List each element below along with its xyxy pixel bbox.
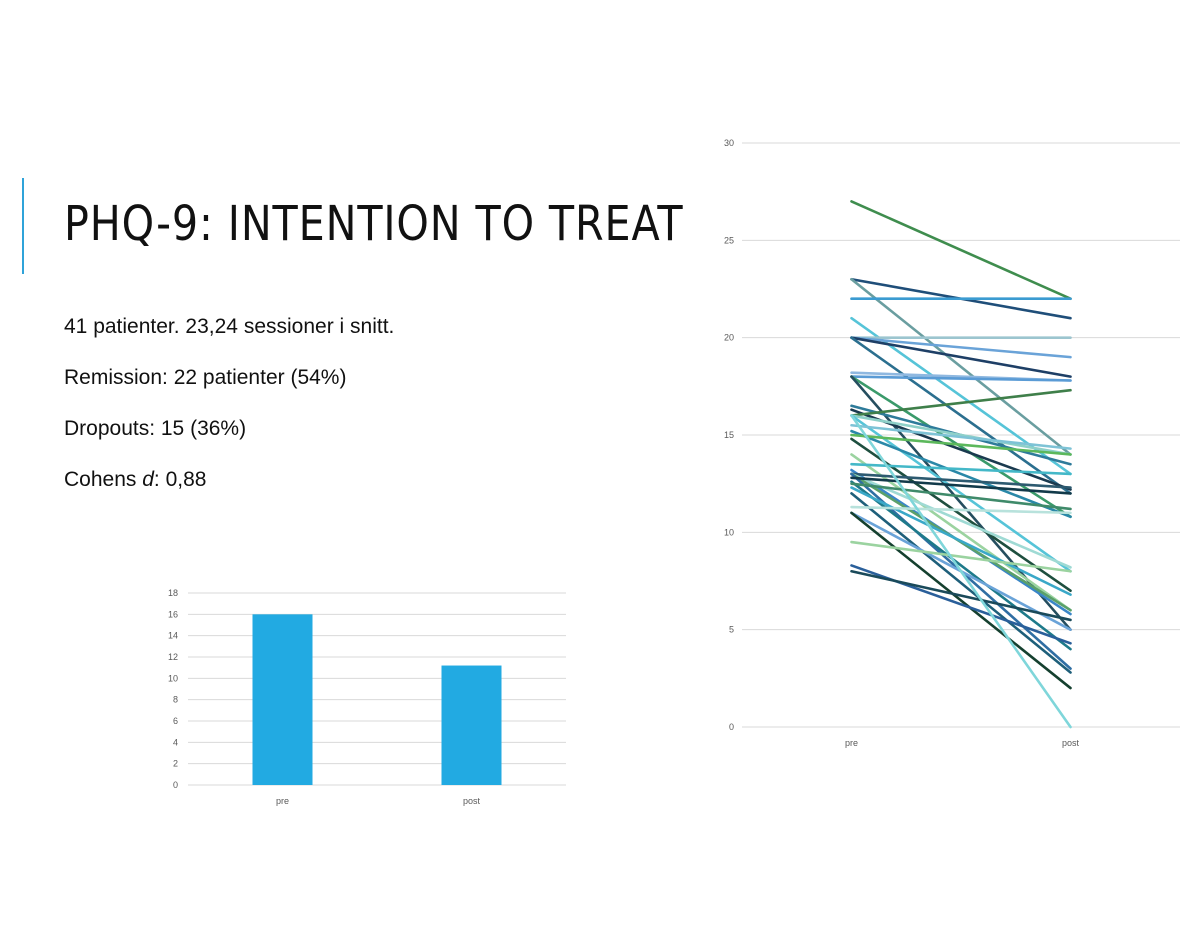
- patient-line-p34: [850, 492, 1072, 674]
- patient-line-p39: [850, 564, 1072, 645]
- patient-line-p19: [850, 423, 1072, 450]
- patient-line-p1: [850, 200, 1072, 301]
- bar-y-tick-label: 12: [168, 652, 178, 662]
- patient-line-p3: [850, 277, 1072, 456]
- bar-y-tick-label: 0: [173, 780, 178, 790]
- stat-dropouts: Dropouts: 15 (36%): [64, 417, 247, 440]
- patient-line-p11: [850, 375, 1072, 382]
- patient-line-p30: [850, 476, 1072, 495]
- line-y-tick-label: 10: [724, 527, 734, 537]
- patient-line-p7: [850, 336, 1072, 359]
- patient-line-p26: [850, 472, 1072, 489]
- line-x-tick-label: post: [1062, 738, 1080, 748]
- bar-post: [441, 665, 502, 785]
- accent-bar: [22, 178, 24, 274]
- cohens-label: Cohens: [64, 468, 137, 491]
- patient-line-p12: [850, 375, 1072, 519]
- bar-pre: [252, 614, 313, 785]
- patient-line-p18: [850, 414, 1072, 573]
- patient-line-p33: [850, 486, 1072, 596]
- bar-x-tick-label: pre: [276, 796, 289, 806]
- bar-y-tick-label: 18: [168, 588, 178, 598]
- patient-line-p40: [850, 569, 1072, 622]
- line-y-tick-label: 5: [729, 625, 734, 635]
- bar-y-tick-label: 4: [173, 737, 178, 747]
- bar-y-tick-label: 10: [168, 673, 178, 683]
- stat-cohens-d: Cohens d: 0,88: [64, 467, 394, 493]
- line-x-tick-label: pre: [845, 738, 858, 748]
- bar-y-tick-label: 8: [173, 695, 178, 705]
- line-y-tick-label: 20: [724, 333, 734, 343]
- cohens-value: : 0,88: [153, 468, 207, 491]
- patient-line-p20: [850, 429, 1072, 519]
- bar-y-tick-label: 14: [168, 631, 178, 641]
- bar-y-tick-label: 16: [168, 609, 178, 619]
- slide-title: PHQ-9: INTENTION TO TREAT: [64, 196, 684, 252]
- patient-line-p35: [850, 505, 1072, 515]
- stats-list: 41 patienter. 23,24 sessioner i snitt. R…: [64, 314, 394, 518]
- patient-line-p27: [850, 472, 1072, 569]
- patient-line-p16: [850, 388, 1072, 417]
- patient-line-p37: [850, 511, 1072, 690]
- line-y-tick-label: 15: [724, 430, 734, 440]
- patient-line-p21: [850, 433, 1072, 456]
- patient-line-p38: [850, 540, 1072, 573]
- line-y-tick-label: 25: [724, 235, 734, 245]
- line-y-tick-label: 0: [729, 722, 734, 732]
- patient-line-p8: [850, 336, 1072, 378]
- patient-line-p9: [850, 336, 1072, 495]
- stat-patients: 41 patienter. 23,24 sessioner i snitt.: [64, 315, 395, 338]
- patient-line-p32: [850, 482, 1072, 511]
- bar-y-tick-label: 2: [173, 759, 178, 769]
- patient-line-p31: [850, 480, 1072, 651]
- cohens-d-symbol: d: [142, 468, 154, 491]
- bar-x-tick-label: post: [463, 796, 481, 806]
- stat-remission: Remission: 22 patienter (54%): [64, 366, 347, 389]
- line-y-tick-label: 30: [724, 138, 734, 148]
- patient-line-p17: [850, 414, 1072, 456]
- patient-line-p41: [850, 414, 1072, 729]
- bar-y-tick-label: 6: [173, 716, 178, 726]
